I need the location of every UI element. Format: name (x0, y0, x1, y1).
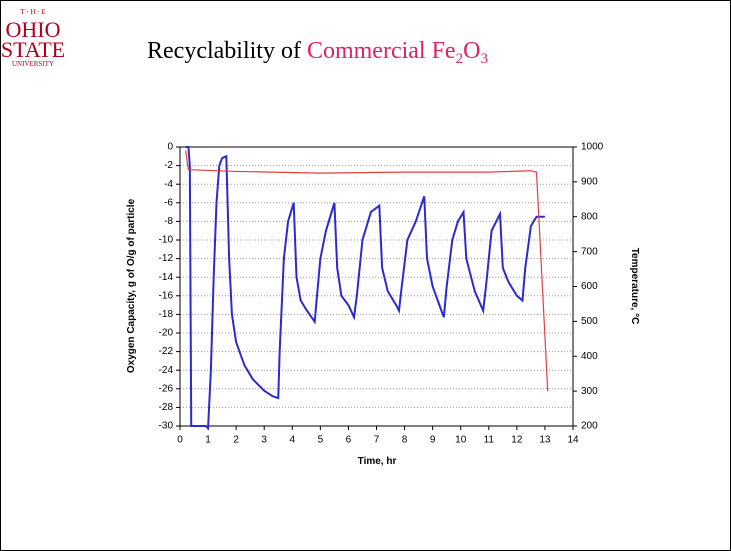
x-tick-label: 1 (205, 435, 211, 446)
y-tick-label: -8 (164, 216, 173, 227)
logo-university: UNIVERSITY (12, 60, 54, 68)
data-line (185, 146, 545, 430)
y-tick-label: -20 (159, 328, 174, 339)
title-highlight: Commercial Fe (307, 38, 456, 64)
x-tick-label: 12 (511, 435, 523, 446)
x-tick-label: 4 (290, 435, 296, 446)
slide-title: Recyclability of Commercial Fe2O3 (147, 38, 488, 67)
x-tick-label: 5 (318, 435, 324, 446)
y2-tick-label: 900 (581, 177, 598, 188)
y-tick-label: -12 (159, 253, 174, 264)
x-tick-label: 9 (430, 435, 436, 446)
y2-tick-label: 700 (581, 246, 598, 257)
x-tick-label: 14 (567, 435, 579, 446)
y2-tick-label: 800 (581, 211, 598, 222)
y2-tick-label: 200 (581, 421, 598, 432)
x-tick-label: 7 (374, 435, 380, 446)
y-tick-label: -30 (159, 421, 174, 432)
y-tick-label: 0 (167, 142, 173, 153)
data-line (185, 150, 549, 392)
title-subscript: 3 (480, 51, 488, 67)
x-tick-label: 2 (233, 435, 239, 446)
y-tick-label: -14 (159, 272, 174, 283)
y2-tick-label: 1000 (581, 142, 604, 153)
y-tick-label: -26 (159, 383, 174, 394)
x-tick-label: 0 (177, 435, 183, 446)
logo: T · H · E OHIO STATE UNIVERSITY (1, 8, 65, 68)
x-tick-label: 6 (346, 435, 352, 446)
title-highlight: O (463, 38, 480, 64)
y-tick-label: -18 (159, 309, 174, 320)
x-tick-label: 8 (402, 435, 408, 446)
y2-axis-title: Temperature, °C (629, 248, 640, 325)
y-tick-label: -10 (159, 235, 174, 246)
logo-ohio: OHIO (6, 17, 61, 42)
logo-state: STATE (1, 37, 65, 62)
x-tick-label: 13 (539, 435, 551, 446)
x-tick-label: 11 (484, 435, 495, 446)
y-tick-label: -2 (164, 160, 173, 171)
title-subscript: 2 (456, 51, 464, 67)
y2-tick-label: 600 (581, 281, 598, 292)
y-tick-label: -24 (159, 365, 174, 376)
y-tick-label: -6 (164, 197, 173, 208)
y-tick-label: -16 (159, 290, 174, 301)
y2-tick-label: 300 (581, 386, 598, 397)
x-axis-title: Time, hr (358, 456, 397, 467)
x-tick-label: 3 (261, 435, 267, 446)
y-tick-label: -22 (159, 346, 174, 357)
logo-top: T · H · E (20, 8, 45, 16)
y-axis-title: Oxygen Capacity, g of O/g of particle (126, 198, 137, 373)
y-tick-label: -4 (164, 179, 173, 190)
plot-frame (179, 146, 574, 427)
y-tick-label: -28 (159, 402, 174, 413)
title-text: Recyclability of (147, 38, 307, 64)
y2-tick-label: 400 (581, 351, 598, 362)
x-tick-label: 10 (455, 435, 467, 446)
y2-tick-label: 500 (581, 316, 598, 327)
